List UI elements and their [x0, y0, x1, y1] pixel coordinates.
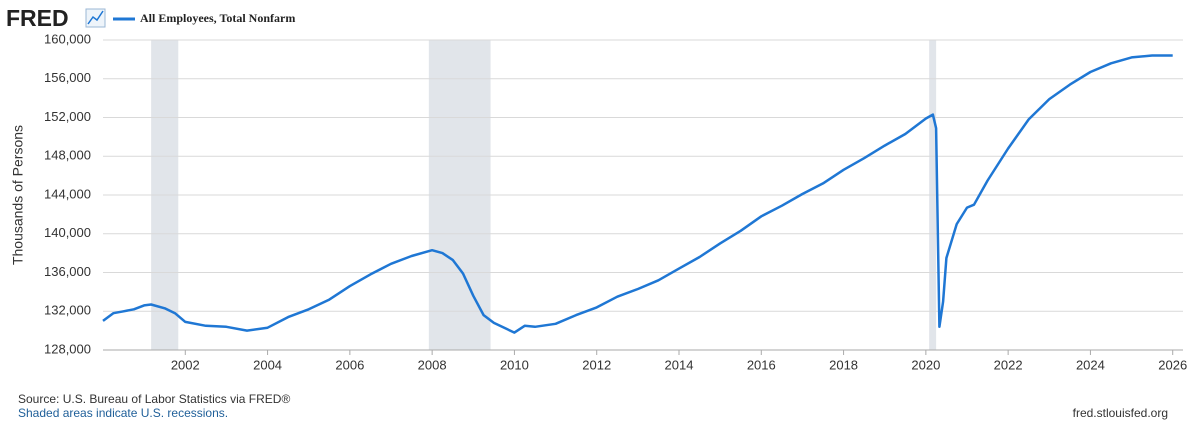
y-tick-label: 140,000 — [44, 225, 91, 240]
x-tick-label: 2018 — [829, 357, 858, 372]
y-tick-label: 160,000 — [44, 31, 91, 46]
url: fred.stlouisfed.org — [1073, 406, 1168, 420]
x-tick-label: 2006 — [335, 357, 364, 372]
legend-label: All Employees, Total Nonfarm — [140, 11, 295, 25]
y-tick-label: 152,000 — [44, 109, 91, 124]
x-tick-label: 2002 — [171, 357, 200, 372]
x-tick-label: 2010 — [500, 357, 529, 372]
x-tick-label: 2020 — [911, 357, 940, 372]
y-tick-label: 136,000 — [44, 264, 91, 279]
y-tick-label: 148,000 — [44, 148, 91, 163]
x-tick-label: 2022 — [994, 357, 1023, 372]
x-tick-label: 2024 — [1076, 357, 1105, 372]
note: Shaded areas indicate U.S. recessions. — [18, 406, 228, 420]
logo-icon — [85, 8, 106, 28]
x-tick-label: 2008 — [418, 357, 447, 372]
y-tick-label: 132,000 — [44, 303, 91, 318]
source: Source: U.S. Bureau of Labor Statistics … — [18, 392, 290, 406]
y-tick-label: 144,000 — [44, 186, 91, 201]
series-line — [102, 54, 1173, 334]
x-tick-label: 2016 — [747, 357, 776, 372]
plot-area — [103, 39, 1183, 351]
y-tick-label: 128,000 — [44, 341, 91, 356]
y-axis-label: Thousands of Persons — [10, 125, 26, 265]
logo: FRED — [6, 5, 69, 31]
x-tick-label: 2014 — [665, 357, 694, 372]
x-tick-label: 2012 — [582, 357, 611, 372]
x-tick-label: 2004 — [253, 357, 282, 372]
y-tick-label: 156,000 — [44, 70, 91, 85]
x-tick-label: 2026 — [1158, 357, 1187, 372]
